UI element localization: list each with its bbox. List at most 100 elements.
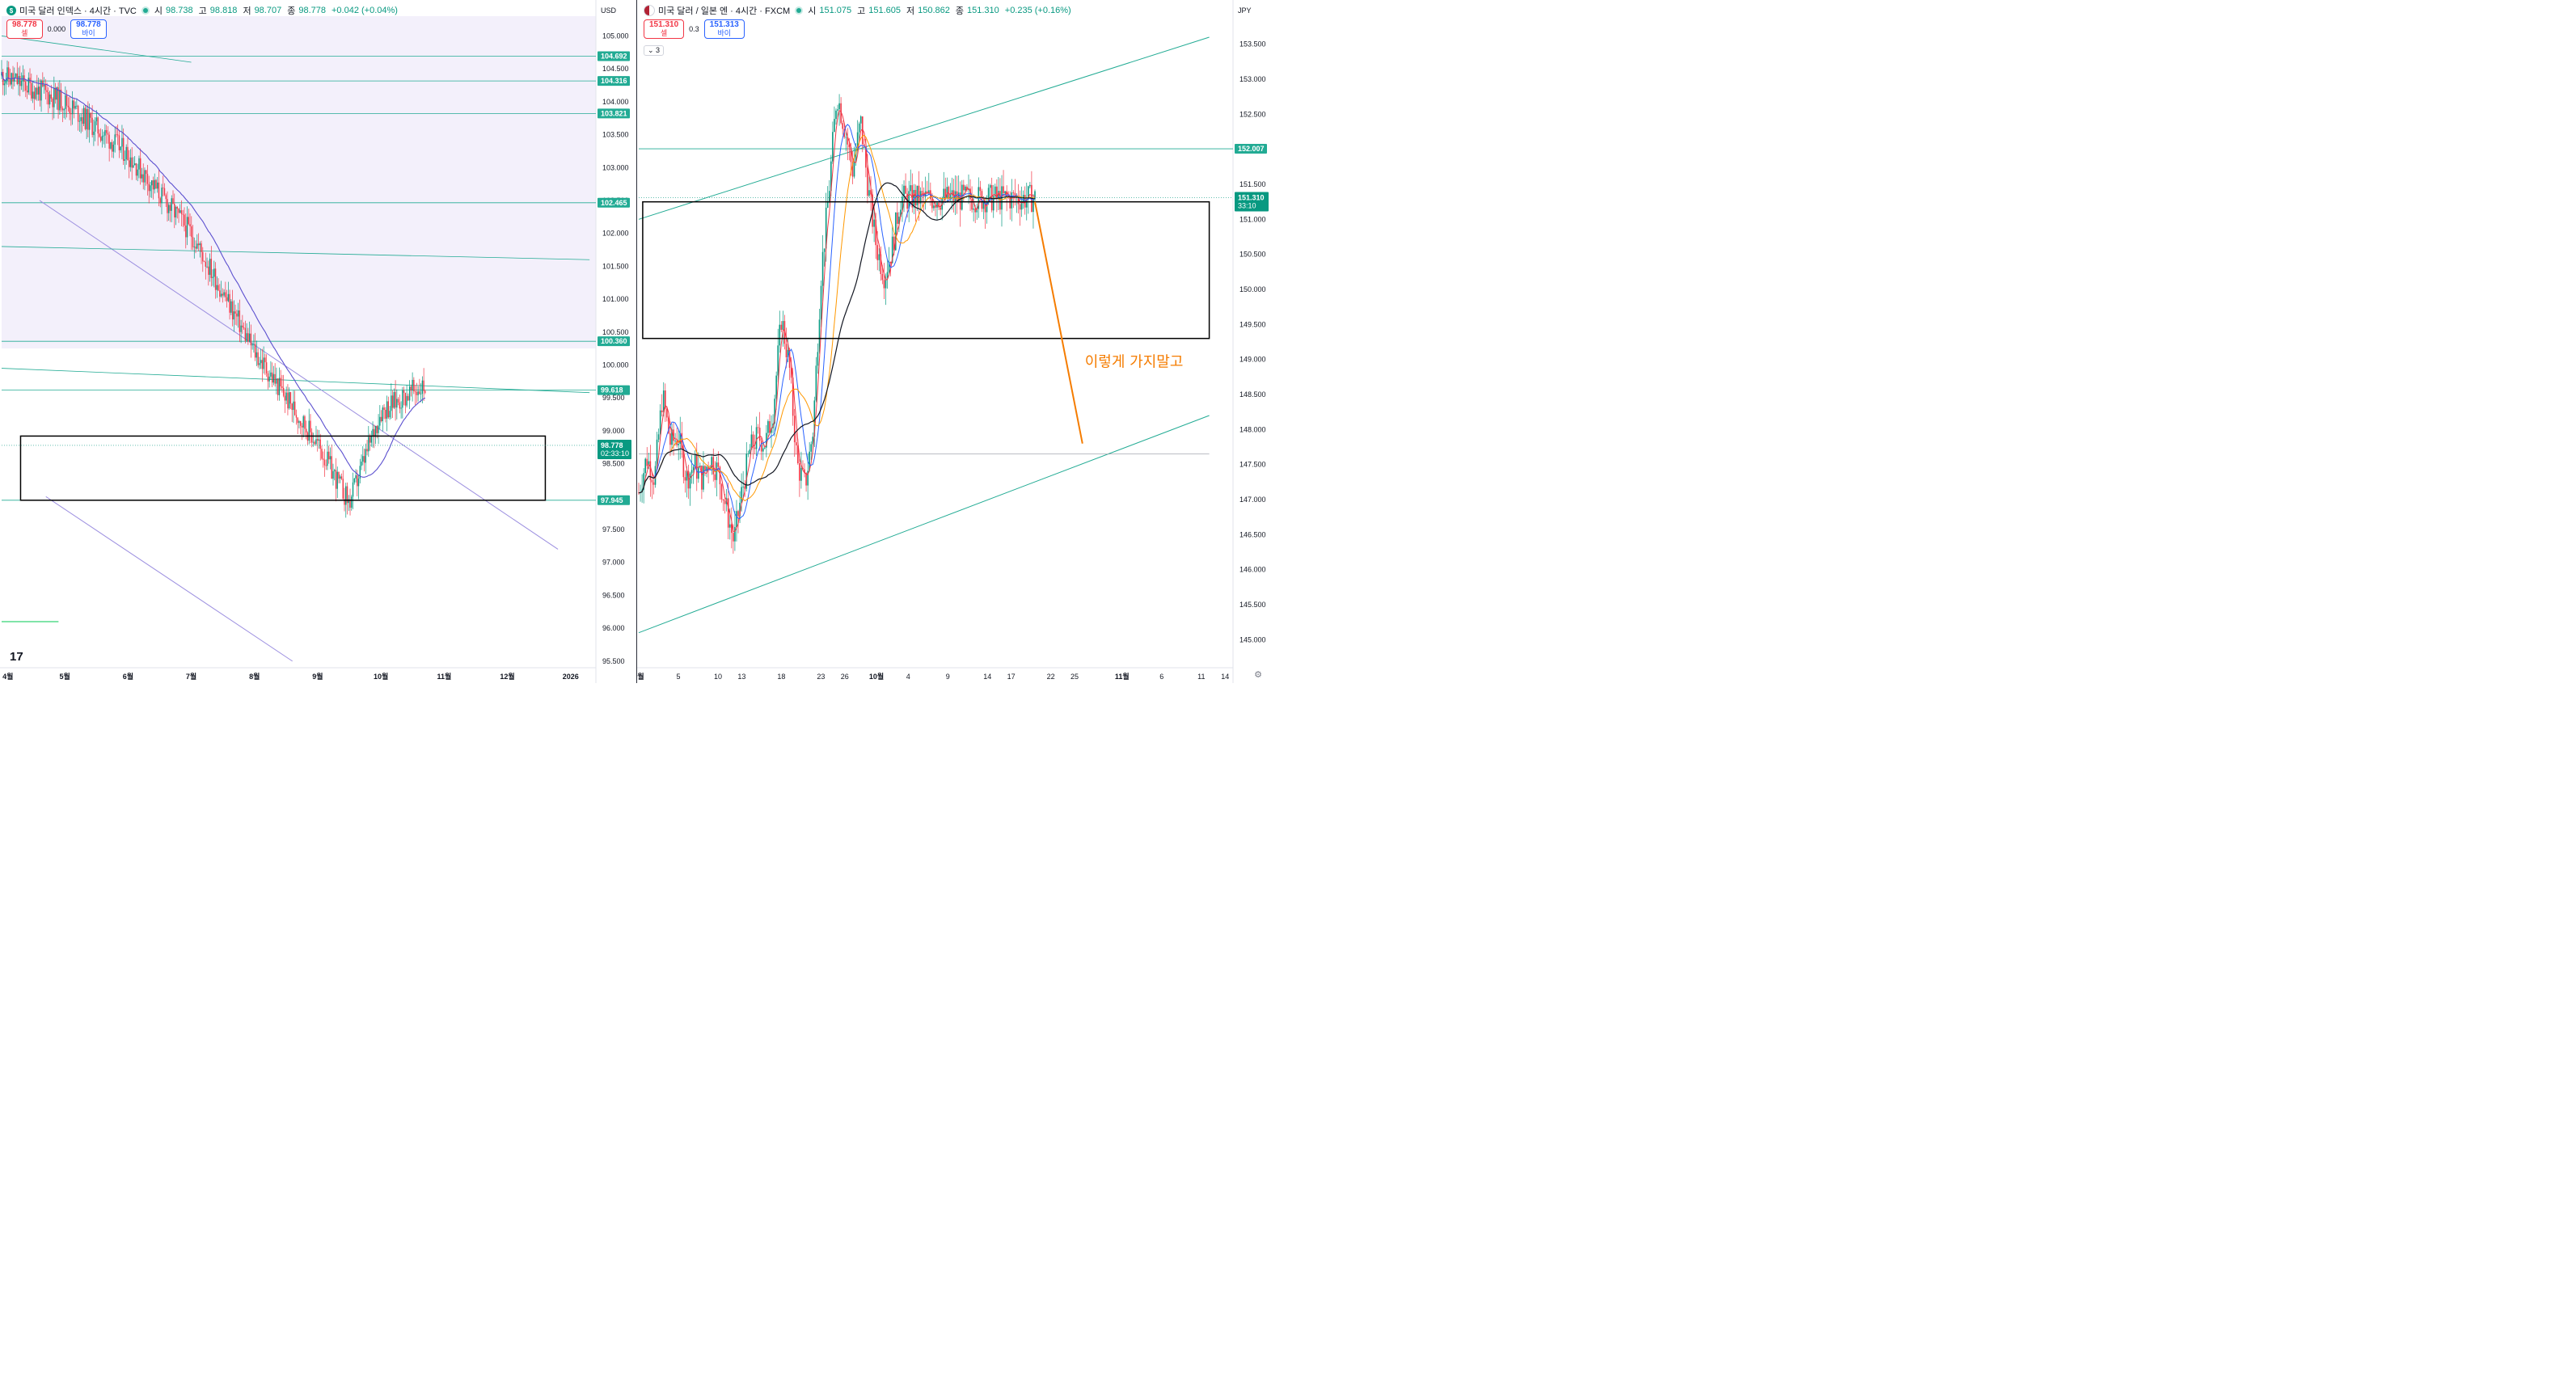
candle-body bbox=[32, 91, 34, 99]
candle-body bbox=[404, 392, 407, 406]
candle-body bbox=[996, 186, 998, 198]
candle-body bbox=[769, 421, 771, 433]
sell-button[interactable]: 98.778 셀 bbox=[6, 19, 43, 39]
candle-body bbox=[908, 191, 910, 209]
price-level-label: 97.945 bbox=[601, 496, 623, 504]
candle-body bbox=[196, 243, 198, 249]
candle-body bbox=[858, 123, 860, 133]
candle-body bbox=[234, 311, 236, 314]
candle-body bbox=[35, 87, 36, 99]
candle-body bbox=[380, 416, 382, 422]
candle-body bbox=[251, 344, 253, 346]
y-tick-label: 104.000 bbox=[602, 98, 629, 106]
candle-body bbox=[165, 195, 167, 200]
candle-body bbox=[91, 117, 93, 135]
dxy-symbol-title[interactable]: 미국 달러 인덱스 · 4시간 · TVC bbox=[19, 6, 137, 16]
tradingview-logo-icon[interactable]: 17 bbox=[10, 650, 23, 664]
y-tick-label: 152.500 bbox=[1239, 110, 1266, 118]
candle-body bbox=[287, 392, 289, 409]
sell-button[interactable]: 151.310 셀 bbox=[644, 19, 685, 39]
candle-body bbox=[999, 191, 1001, 210]
candle-body bbox=[779, 324, 781, 346]
candle-body bbox=[838, 103, 840, 110]
buy-button[interactable]: 98.778 바이 bbox=[70, 19, 107, 39]
candle-body bbox=[393, 391, 395, 408]
candle-body bbox=[842, 123, 843, 129]
settings-gear-icon[interactable]: ⚙ bbox=[1254, 670, 1262, 680]
candle-body bbox=[724, 500, 726, 504]
candle-body bbox=[926, 191, 928, 193]
usdjpy-chart-canvas[interactable]: 145.000 145.500 146.000 146.500 147.000 147.5… bbox=[637, 0, 1269, 683]
usdjpy-symbol-title[interactable]: 미국 달러 / 일본 엔 · 4시간 · FXCM bbox=[658, 6, 791, 16]
candle-body bbox=[78, 120, 81, 122]
candle-body bbox=[87, 108, 89, 130]
candle-body bbox=[138, 158, 140, 170]
candle-body bbox=[345, 486, 347, 505]
x-tick-label: 22 bbox=[1047, 673, 1055, 681]
candle-body bbox=[208, 266, 209, 275]
y-tick-label: 147.500 bbox=[1239, 461, 1266, 469]
x-tick-label: 25 bbox=[1071, 673, 1079, 681]
candle-body bbox=[810, 444, 813, 452]
y-tick-label: 148.500 bbox=[1239, 390, 1266, 399]
candle-body bbox=[1025, 199, 1028, 208]
candle-body bbox=[919, 191, 922, 204]
high-label: 고 bbox=[198, 6, 207, 16]
y-tick-label: 147.000 bbox=[1239, 496, 1266, 504]
candle-body bbox=[1014, 192, 1016, 199]
y-tick-label: 102.000 bbox=[602, 230, 629, 238]
market-open-icon bbox=[142, 8, 148, 13]
candle-body bbox=[706, 466, 707, 471]
candle-body bbox=[669, 433, 671, 445]
candle-body bbox=[261, 360, 264, 369]
y-tick-label: 103.500 bbox=[602, 131, 629, 139]
close-value: 98.778 bbox=[298, 6, 326, 15]
candle-body bbox=[357, 478, 360, 487]
candle-body bbox=[775, 375, 777, 399]
candle-body bbox=[319, 439, 321, 449]
candle-body bbox=[174, 203, 175, 217]
candle-body bbox=[943, 188, 945, 198]
indicators-collapse-button[interactable]: ⌄ 3 bbox=[644, 45, 665, 56]
candle-body bbox=[70, 113, 72, 115]
y-tick-label: 99.000 bbox=[602, 427, 625, 435]
candle-body bbox=[793, 416, 796, 443]
support-line bbox=[1, 368, 590, 394]
candle-body bbox=[161, 188, 163, 204]
candle-body bbox=[178, 209, 179, 213]
dxy-chart-canvas[interactable]: 96.000 96.500 97.000 97.500 98.500 99.000 99.5… bbox=[0, 0, 636, 683]
candle-body bbox=[1011, 192, 1013, 209]
candle-body bbox=[8, 67, 10, 80]
candle-body bbox=[850, 147, 852, 162]
candle-body bbox=[188, 217, 189, 225]
price-level-tag bbox=[598, 385, 630, 395]
buy-button[interactable]: 151.313 바이 bbox=[703, 19, 745, 39]
candle-body bbox=[847, 137, 849, 145]
candle-body bbox=[52, 98, 53, 108]
candle-body bbox=[44, 85, 47, 91]
candle-body bbox=[163, 188, 166, 196]
candle-body bbox=[323, 459, 326, 466]
candle-body bbox=[771, 428, 772, 433]
indicators-count: 3 bbox=[656, 46, 661, 54]
channel-lower-line bbox=[45, 496, 293, 662]
candle-body bbox=[933, 205, 935, 209]
candle-body bbox=[206, 266, 208, 268]
candle-body bbox=[987, 188, 990, 203]
candle-body bbox=[744, 486, 746, 489]
dxy-chart-pane[interactable]: 96.000 96.500 97.000 97.500 98.500 99.000 99.5… bbox=[0, 0, 636, 683]
currency-label[interactable]: JPY bbox=[1238, 6, 1252, 15]
candle-body bbox=[927, 190, 930, 193]
close-label: 종 bbox=[287, 6, 296, 16]
x-tick-label: 23 bbox=[817, 673, 825, 681]
candle-body bbox=[299, 420, 302, 426]
candle-body bbox=[11, 73, 12, 85]
candle-body bbox=[1006, 191, 1007, 196]
currency-label[interactable]: USD bbox=[601, 6, 617, 15]
candle-body bbox=[236, 313, 238, 317]
candle-body bbox=[359, 466, 361, 479]
usdjpy-chart-pane[interactable]: 145.000 145.500 146.000 146.500 147.000 147.5… bbox=[636, 0, 1269, 683]
candle-body bbox=[873, 219, 875, 227]
candle-body bbox=[690, 470, 693, 474]
price-level-label: 100.360 bbox=[601, 337, 627, 345]
